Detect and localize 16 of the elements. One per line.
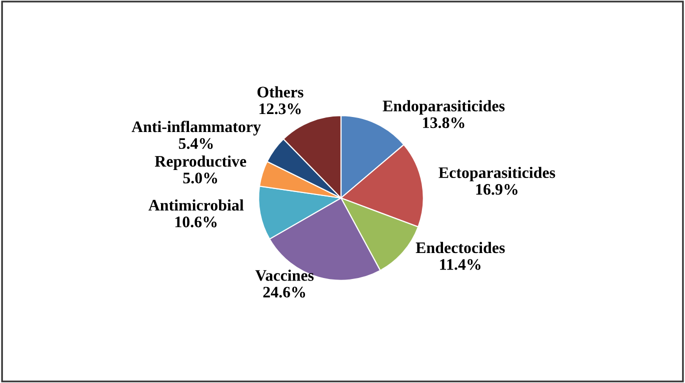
data-label: 12.3% <box>260 103 301 114</box>
slice-label: Others <box>257 86 304 98</box>
slice-label: Antimicrobial <box>148 199 244 211</box>
slice-label: Endoparasiticides <box>382 100 505 115</box>
data-label: 16.9% <box>476 184 518 195</box>
slice-label: Reproductive <box>154 155 246 170</box>
data-label: 5.4% <box>178 138 213 149</box>
data-label: 24.6% <box>263 286 306 298</box>
slice-label: Vaccines <box>255 270 314 281</box>
data-label: 13.8% <box>423 117 464 128</box>
data-label: 10.6% <box>175 216 217 228</box>
slice-label: Endectocides <box>416 242 505 254</box>
slice-label: Anti-inflammatory <box>132 120 261 136</box>
data-label: 5.0% <box>183 172 218 184</box>
data-label: 11.4% <box>440 259 480 270</box>
slice-label: Ectoparasiticides <box>438 166 556 182</box>
